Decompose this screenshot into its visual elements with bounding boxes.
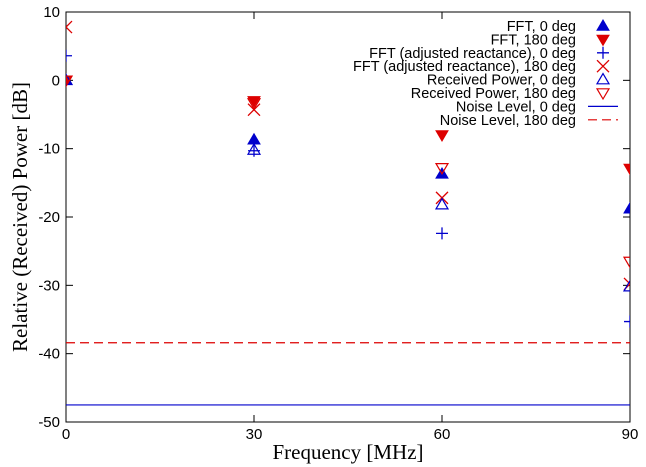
y-tick-label: 0 [52,72,60,89]
data-point [436,227,448,240]
legend-marker [596,19,610,31]
y-tick-label: -50 [38,414,60,431]
data-point [66,49,72,62]
data-point [622,256,630,269]
x-tick-label: 60 [434,426,451,443]
legend-label: Received Power, 180 deg [411,86,576,102]
data-point [246,98,262,111]
y-axis-title: Relative (Received) Power [dB] [8,82,32,352]
data-points [66,20,630,328]
data-point [66,20,73,34]
y-tick-label: -10 [38,141,60,158]
legend-label: FFT (adjusted reactance), 180 deg [353,59,576,75]
data-point [66,75,74,88]
y-tick-label: 10 [43,4,60,21]
data-point [623,201,630,214]
data-point [435,130,449,142]
x-axis-title: Frequency [MHz] [272,440,423,464]
x-tick-label: 90 [622,426,639,443]
data-point [434,163,450,175]
data-point [246,142,262,155]
y-tick-label: -30 [38,277,60,294]
legend-marker [595,72,611,85]
data-point [247,132,261,145]
legend-label: FFT, 0 deg [507,19,576,35]
data-point [622,279,630,292]
legend-label: Noise Level, 0 deg [456,99,576,115]
x-tick-label: 0 [62,426,70,443]
legend-marker [596,34,610,47]
data-point [66,73,74,86]
data-point [434,197,450,210]
legend-label: FFT, 180 deg [491,32,576,48]
ticks: 0 30 60 90 10 0 -10 -20 -30 -40 -50 [38,4,638,443]
legend-marker [595,88,611,101]
data-point [623,163,630,176]
legend-label: Noise Level, 180 deg [440,113,576,129]
y-tick-label: -40 [38,346,60,363]
legend-label: Received Power, 0 deg [427,73,576,89]
legend-label: FFT (adjusted reactance), 0 deg [369,46,576,62]
y-tick-label: -20 [38,209,60,226]
noise-lines [66,342,630,406]
x-tick-label: 30 [246,426,263,443]
data-point [624,315,630,328]
legend-marker [596,59,610,73]
legend-marker [597,46,609,59]
